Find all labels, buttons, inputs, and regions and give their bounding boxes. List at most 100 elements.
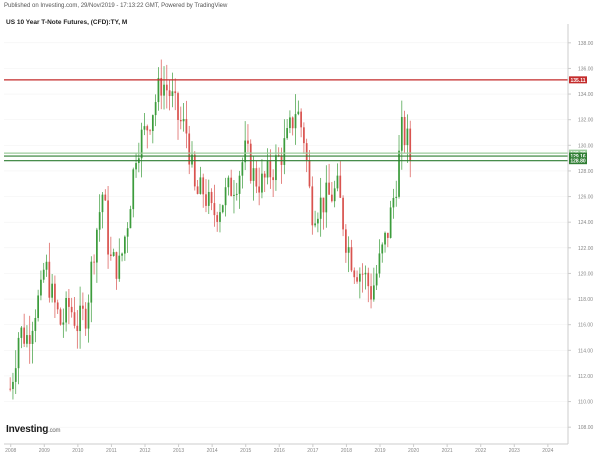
candle-body <box>350 247 353 271</box>
candle-body <box>177 93 179 120</box>
candle-body <box>233 194 235 196</box>
investing-logo: Investing.com <box>6 424 61 435</box>
y-tick-label: 134.00 <box>578 92 594 98</box>
candle-body <box>163 84 165 96</box>
y-tick-label: 132.00 <box>578 118 594 124</box>
candle-body <box>115 252 118 279</box>
candle-body <box>90 261 93 303</box>
candle-body <box>303 127 305 144</box>
y-tick-label: 112.00 <box>578 374 593 380</box>
level-label-bg <box>569 76 587 84</box>
logo-text: Investing <box>6 424 49 435</box>
candle-body <box>171 91 174 97</box>
candle-body <box>389 207 392 238</box>
candle-body <box>188 133 191 165</box>
candle-body <box>289 117 291 129</box>
candle-body <box>143 126 146 130</box>
candle-body <box>230 177 233 196</box>
candle-body <box>372 285 375 300</box>
candle-body <box>14 368 17 382</box>
candle-body <box>319 197 322 219</box>
candle-body <box>12 381 14 390</box>
candle-body <box>31 330 34 344</box>
candle-body <box>191 154 193 165</box>
candle-body <box>406 128 409 146</box>
level-label: 129.16 <box>570 154 586 160</box>
candle-body <box>375 273 378 286</box>
x-tick-label: 2022 <box>475 448 486 454</box>
candle-body <box>384 232 386 245</box>
level-label: 135.11 <box>570 78 585 84</box>
published-note: Published on Investing.com, 29/Nov/2019 … <box>4 3 228 9</box>
chart-title: US 10 Year T-Note Futures, (CFD):TY, M <box>6 19 128 26</box>
candle-body <box>364 272 367 275</box>
y-tick-label: 136.00 <box>578 66 594 72</box>
x-tick-label: 2014 <box>207 448 218 454</box>
y-tick-label: 130.00 <box>578 143 594 149</box>
candle-body <box>224 187 227 206</box>
candle-body <box>37 295 39 318</box>
candle-body <box>272 177 274 181</box>
y-tick-label: 126.00 <box>578 195 594 201</box>
candle-body <box>179 119 182 122</box>
candle-body <box>182 119 185 122</box>
candle-body <box>135 163 137 170</box>
candle-body <box>104 194 107 201</box>
candle-body <box>146 126 149 131</box>
y-tick-label: 114.00 <box>578 348 593 354</box>
y-tick-label: 116.00 <box>578 323 593 329</box>
y-tick-label: 122.00 <box>578 246 594 252</box>
candle-body <box>196 186 199 194</box>
candle-body <box>126 228 129 237</box>
candle-body <box>395 196 398 198</box>
candle-body <box>238 175 241 194</box>
candle-body <box>45 261 48 270</box>
candle-body <box>255 168 258 187</box>
candle-body <box>154 102 157 116</box>
candle-body <box>263 173 266 178</box>
candle-body <box>210 191 213 204</box>
candle-body <box>269 160 272 178</box>
y-tick-label: 124.00 <box>578 220 594 226</box>
candle-body <box>275 155 277 181</box>
candle-body <box>140 129 143 159</box>
candle-body <box>221 205 224 213</box>
candle-body <box>361 273 364 275</box>
candle-body <box>400 116 403 151</box>
candle-body <box>266 160 269 178</box>
candle-body <box>311 186 314 226</box>
x-tick-label: 2015 <box>240 448 251 454</box>
candle-body <box>333 188 336 202</box>
x-tick-label: 2011 <box>106 448 117 454</box>
candles <box>9 59 412 400</box>
candle-body <box>367 272 370 287</box>
candle-body <box>199 177 202 194</box>
candle-body <box>65 297 67 323</box>
candle-body <box>345 229 347 253</box>
candle-body <box>205 194 207 206</box>
candle-body <box>378 253 381 274</box>
candle-body <box>403 116 406 146</box>
candle-body <box>110 254 112 256</box>
x-tick-label: 2009 <box>39 448 50 454</box>
x-tick-label: 2021 <box>442 448 453 454</box>
candle-body <box>193 154 196 187</box>
candle-body <box>20 327 23 338</box>
y-tick-label: 138.00 <box>578 41 594 47</box>
candle-body <box>160 77 163 96</box>
candle-body <box>56 302 59 310</box>
candle-body <box>322 197 325 213</box>
candle-body <box>308 160 311 187</box>
candle-body <box>325 182 328 213</box>
candle-body <box>107 200 109 255</box>
candle-body <box>9 388 12 390</box>
candle-body <box>132 169 135 210</box>
candle-body <box>62 322 65 325</box>
candle-body <box>247 140 249 144</box>
candle-body <box>241 162 244 176</box>
candle-body <box>101 194 104 213</box>
candle-body <box>42 269 45 280</box>
candle-body <box>84 308 87 329</box>
